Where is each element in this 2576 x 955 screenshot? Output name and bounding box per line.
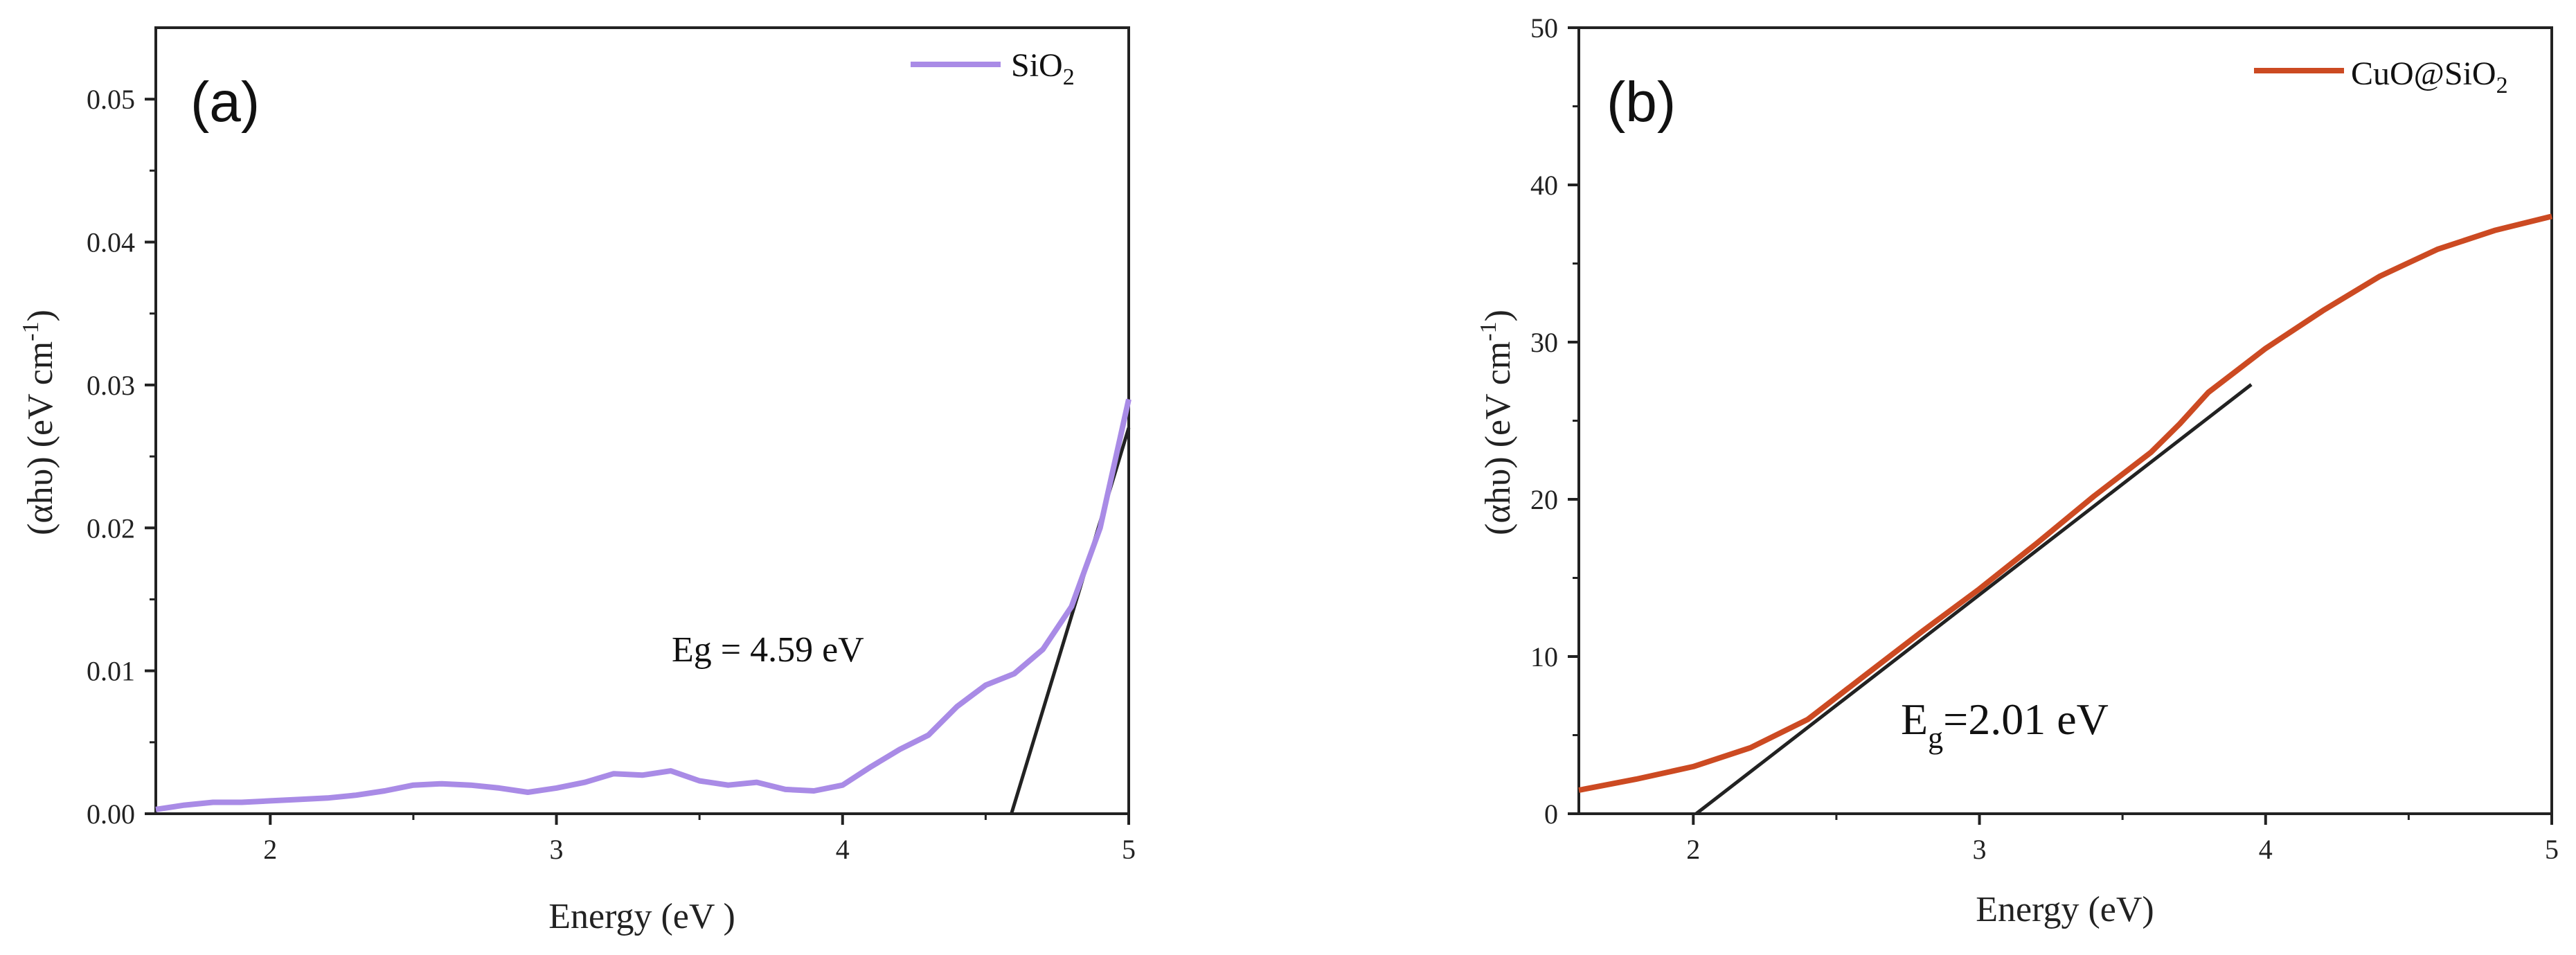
y-tick-label-b: 10 <box>1530 641 1558 672</box>
x-tick-label-b: 5 <box>2545 834 2559 865</box>
y-tick-label-b: 40 <box>1530 170 1558 201</box>
y-tick-label-a: 0.05 <box>87 84 135 115</box>
y-tick-label-a: 0.03 <box>87 370 135 401</box>
panel-label-a: (a) <box>190 71 260 134</box>
y-axis-label-b: (αhυ) (eV cm-1) <box>1476 310 1518 535</box>
plot-frame-a <box>154 26 1130 815</box>
y-tick-label-a: 0.01 <box>87 656 135 687</box>
x-axis-label-b: Energy (eV) <box>1976 890 2154 929</box>
annotation-eg-a: Eg = 4.59 eV <box>672 630 864 670</box>
x-tick-label-a: 4 <box>836 834 850 865</box>
x-tick-label-b: 2 <box>1686 834 1700 865</box>
y-tick-label-b: 0 <box>1544 798 1558 830</box>
y-tick-label-b: 50 <box>1530 12 1558 44</box>
panel-label-b: (b) <box>1607 71 1676 134</box>
annotation-eg-b: Eg=2.01 eV <box>1901 695 2109 755</box>
axis-ticks-a: 2 3 4 5 0.00 0.01 0.02 0.03 0.04 0.05 <box>87 84 1136 865</box>
x-tick-label-b: 4 <box>2259 834 2273 865</box>
legend-label-sio2: SiO2 <box>1011 47 1075 90</box>
y-tick-label-a: 0.02 <box>87 512 135 544</box>
x-tick-label-a: 3 <box>550 834 564 865</box>
series-line-cuo-sio2 <box>1578 213 2552 793</box>
y-tick-label-a: 0.00 <box>87 798 135 830</box>
y-tick-label-b: 20 <box>1530 484 1558 515</box>
y-tick-label-b: 30 <box>1530 327 1558 358</box>
tangent-line-b <box>1694 383 2253 815</box>
legend-label-cuo-sio2: CuO@SiO2 <box>2351 55 2508 98</box>
y-axis-label-a: (αhυ) (eV cm-1) <box>18 310 60 535</box>
y-tick-label-a: 0.04 <box>87 227 135 258</box>
x-tick-label-b: 3 <box>1973 834 1987 865</box>
series-line-sio2 <box>155 398 1132 812</box>
chart-panel-a: 2 3 4 5 0.00 0.01 0.02 0.03 0.04 0.05 (a) SiO2 Eg… <box>18 26 1136 936</box>
x-tick-label-a: 2 <box>263 834 277 865</box>
x-tick-label-a: 5 <box>1122 834 1136 865</box>
x-axis-label-a: Energy (eV ) <box>548 897 735 936</box>
